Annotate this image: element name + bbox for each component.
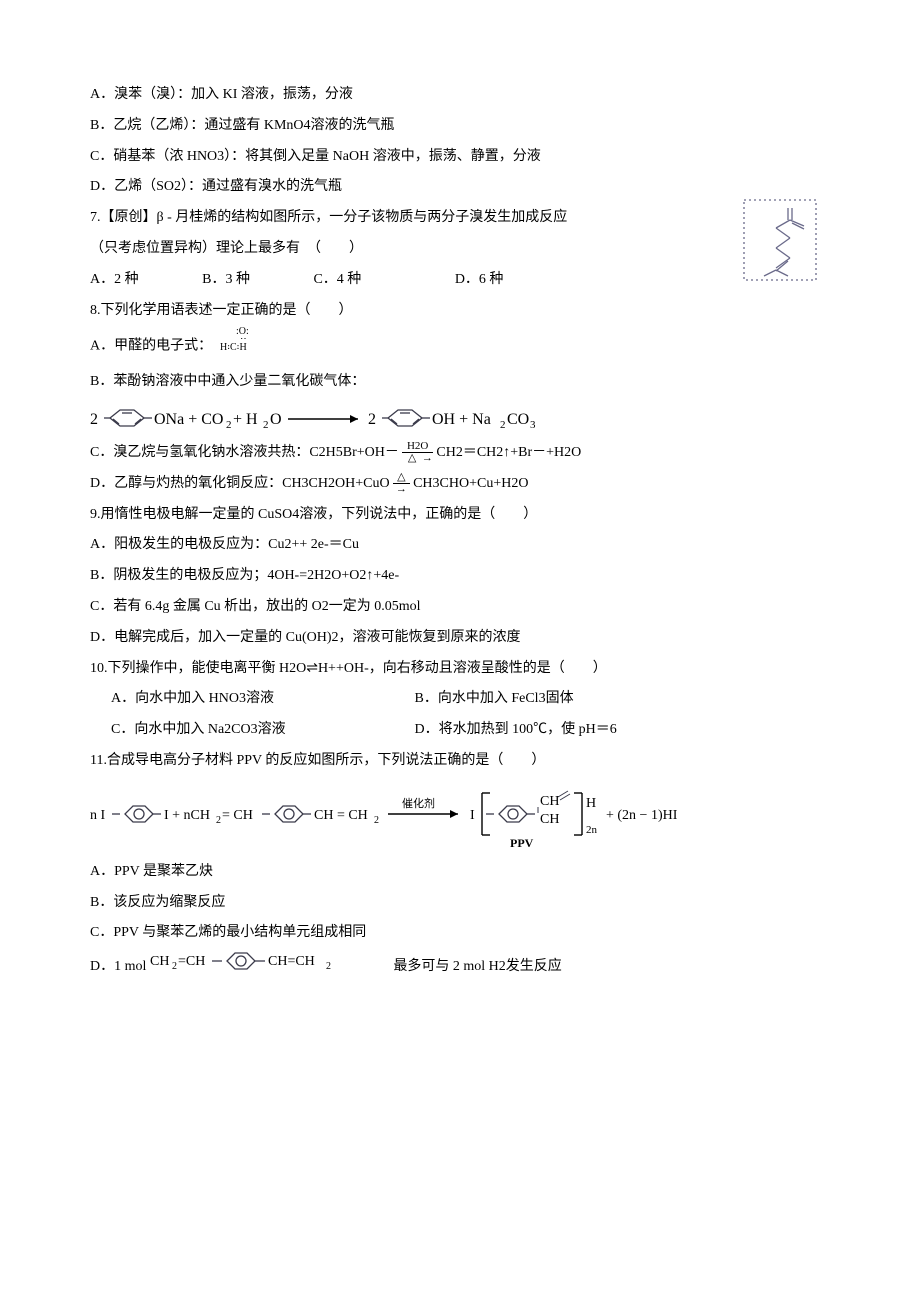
svg-text:2: 2 bbox=[216, 815, 221, 826]
q6-option-a: A．溴苯（溴）：加入 KI 溶液，振荡，分液 bbox=[90, 80, 830, 111]
svg-text:O: O bbox=[270, 411, 282, 428]
q8-a-prefix: A．甲醛的电子式： bbox=[90, 339, 212, 354]
q9-option-c: C．若有 6.4g 金属 Cu 析出，放出的 O2一定为 0.05mol bbox=[90, 592, 830, 623]
q8-option-c: C．溴乙烷与氢氧化钠水溶液共热：C2H5Br+OH－ H2O △ → CH2＝C… bbox=[90, 438, 830, 469]
q11-option-c: C．PPV 与聚苯乙烯的最小结构单元组成相同 bbox=[90, 918, 830, 949]
q7-stem-line2: （只考虑位置异构）理论上最多有 （ ） bbox=[90, 234, 830, 265]
q8-d-prefix: D．乙醇与灼热的氧化铜反应：CH3CH2OH+CuO bbox=[90, 476, 390, 491]
q8-stem: 8.下列化学用语表述一定正确的是（ ） bbox=[90, 296, 830, 327]
q8-c-arrow-icon: H2O △ → bbox=[402, 441, 432, 464]
q8-c-prefix: C．溴乙烷与氢氧化钠水溶液共热：C2H5Br+OH－ bbox=[90, 445, 399, 460]
svg-text:H: H bbox=[586, 796, 596, 811]
q8-c-tail: CH2＝CH2↑+Br－+H2O bbox=[436, 445, 581, 460]
q7-option-d: D．6 种 bbox=[455, 265, 504, 296]
q10-option-c: C．向水中加入 Na2CO3溶液 bbox=[111, 715, 411, 746]
q8-option-a: A．甲醛的电子式： :O: ‥ H꞉C꞉H bbox=[90, 326, 830, 367]
svg-text:CH: CH bbox=[540, 812, 559, 827]
q11-d-prefix: D．1 mol bbox=[90, 959, 146, 974]
q8b-lhs-coeff: 2 bbox=[90, 411, 98, 428]
svg-text:CO: CO bbox=[507, 411, 529, 428]
svg-text:PPV: PPV bbox=[510, 836, 534, 850]
svg-text:I: I bbox=[470, 808, 475, 823]
divinylbenzene-structure-icon: CH 2 =CH CH=CH 2 bbox=[150, 949, 390, 985]
svg-text:CH=CH: CH=CH bbox=[268, 954, 315, 969]
q6-option-b: B．乙烷（乙烯）：通过盛有 KMnO4溶液的洗气瓶 bbox=[90, 111, 830, 142]
q8-c-arrow-bot: △ bbox=[408, 452, 416, 464]
q11-equation: n I I + nCH 2 = CH CH = CH 2 催化剂 I bbox=[90, 781, 830, 851]
q10-option-b: B．向水中加入 FeCl3固体 bbox=[415, 691, 574, 706]
q10-row1: A．向水中加入 HNO3溶液 B．向水中加入 FeCl3固体 bbox=[90, 684, 830, 715]
q7-option-b: B．3 种 bbox=[202, 265, 250, 296]
q7-option-a: A．2 种 bbox=[90, 265, 139, 296]
svg-text:2: 2 bbox=[500, 419, 506, 431]
svg-text:= CH: = CH bbox=[222, 808, 253, 823]
q9-stem: 9.用惰性电极电解一定量的 CuSO4溶液，下列说法中，正确的是（ ） bbox=[90, 500, 830, 531]
q11-option-d: D．1 mol CH 2 =CH CH=CH 2 最多可与 2 mol H2发生… bbox=[90, 949, 830, 985]
q11-option-a: A．PPV 是聚苯乙炔 bbox=[90, 857, 830, 888]
svg-text:ONa + CO: ONa + CO bbox=[154, 411, 223, 428]
svg-text:I + nCH: I + nCH bbox=[164, 808, 210, 823]
svg-text:2: 2 bbox=[226, 419, 232, 431]
svg-text:n I: n I bbox=[90, 808, 106, 823]
svg-text:+ H: + H bbox=[233, 411, 258, 428]
q7-option-c: C．4 种 bbox=[313, 265, 361, 296]
svg-text:2: 2 bbox=[368, 411, 376, 428]
q11-d-suffix: 最多可与 2 mol H2发生反应 bbox=[393, 959, 561, 974]
q9-option-d: D．电解完成后，加入一定量的 Cu(OH)2，溶液可能恢复到原来的浓度 bbox=[90, 623, 830, 654]
q10-option-a: A．向水中加入 HNO3溶液 bbox=[111, 684, 411, 715]
svg-text:CH = CH: CH = CH bbox=[314, 808, 368, 823]
q9-option-a: A．阳极发生的电极反应为：Cu2++ 2e-＝Cu bbox=[90, 530, 830, 561]
svg-text:3: 3 bbox=[530, 419, 536, 431]
svg-text:催化剂: 催化剂 bbox=[402, 796, 435, 810]
q11-option-b: B．该反应为缩聚反应 bbox=[90, 888, 830, 919]
svg-text:=CH: =CH bbox=[178, 954, 205, 969]
q8-d-tail: CH3CHO+Cu+H2O bbox=[413, 476, 528, 491]
q8-option-b-prefix: B．苯酚钠溶液中中通入少量二氧化碳气体： bbox=[90, 367, 830, 398]
q7-stem-line1: 7.【原创】β - 月桂烯的结构如图所示，一分子该物质与两分子溴发生加成反应 bbox=[90, 203, 830, 234]
svg-text:OH + Na: OH + Na bbox=[432, 411, 491, 428]
q8-option-d: D．乙醇与灼热的氧化铜反应：CH3CH2OH+CuO △ → CH3CHO+Cu… bbox=[90, 469, 830, 500]
svg-text:+ (2n − 1)HI: + (2n − 1)HI bbox=[606, 808, 678, 823]
q6-option-c: C．硝基苯（浓 HNO3）：将其倒入足量 NaOH 溶液中，振荡、静置，分液 bbox=[90, 142, 830, 173]
svg-text:CH: CH bbox=[540, 794, 559, 809]
beta-myrcene-structure-icon bbox=[740, 198, 820, 296]
svg-text:2n: 2n bbox=[586, 824, 598, 836]
svg-text:2: 2 bbox=[374, 815, 379, 826]
q6-option-d: D．乙烯（SO2）：通过盛有溴水的洗气瓶 bbox=[90, 172, 830, 203]
q10-stem: 10.下列操作中，能使电离平衡 H2O⇌H++OH-，向右移动且溶液呈酸性的是（… bbox=[90, 654, 830, 685]
q8-c-arrow-top: H2O bbox=[402, 441, 432, 452]
q8-d-arrow-icon: △ → bbox=[393, 472, 410, 495]
svg-text:2: 2 bbox=[326, 961, 331, 972]
q10-row2: C．向水中加入 Na2CO3溶液 D．将水加热到 100℃，使 pH＝6 bbox=[90, 715, 830, 746]
q7-options-row: A．2 种 B．3 种 C．4 种 D．6 种 bbox=[90, 265, 830, 296]
formaldehyde-lewis-icon: :O: ‥ H꞉C꞉H bbox=[216, 343, 268, 358]
svg-text:CH: CH bbox=[150, 954, 169, 969]
svg-text:2: 2 bbox=[172, 961, 177, 972]
q10-option-d: D．将水加热到 100℃，使 pH＝6 bbox=[415, 722, 617, 737]
svg-text:2: 2 bbox=[263, 419, 269, 431]
q7-block: 7.【原创】β - 月桂烯的结构如图所示，一分子该物质与两分子溴发生加成反应 （… bbox=[90, 203, 830, 295]
svg-text:‥: ‥ bbox=[240, 331, 247, 342]
q8-option-b-eq: 2 ONa + CO 2 + H 2 O 2 bbox=[90, 398, 830, 438]
q9-option-b: B．阴极发生的电极反应为；4OH-=2H2O+O2↑+4e- bbox=[90, 561, 830, 592]
svg-text:H꞉C꞉H: H꞉C꞉H bbox=[220, 342, 247, 353]
q11-stem: 11.合成导电高分子材料 PPV 的反应如图所示，下列说法正确的是（ ） bbox=[90, 746, 830, 777]
